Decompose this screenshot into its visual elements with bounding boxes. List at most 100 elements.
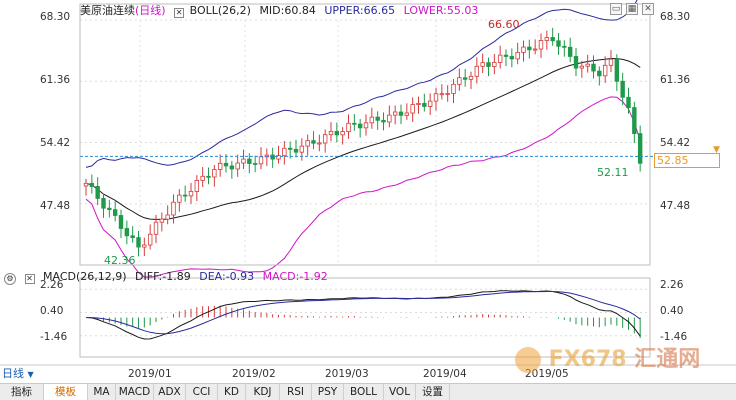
candle-body — [305, 140, 310, 147]
boll-mid-line — [85, 57, 641, 220]
boll-lower-value: LOWER:55.03 — [403, 4, 479, 17]
candle-body — [165, 214, 170, 220]
candle-body — [375, 116, 380, 121]
candle-body — [492, 62, 497, 67]
x-tick: 2019/05 — [525, 368, 569, 380]
macd-label: MACD(26,12,9) — [43, 270, 127, 283]
candle-body — [118, 215, 124, 229]
candle-body — [597, 70, 602, 77]
candle-body — [521, 46, 526, 53]
candle-body — [270, 154, 275, 160]
candle-body — [334, 130, 340, 136]
candle-body — [188, 190, 194, 197]
candle-body — [252, 163, 258, 165]
candle-body — [509, 56, 515, 60]
tab-ma[interactable]: MA — [88, 384, 116, 400]
tab-vol[interactable]: VOL — [384, 384, 416, 400]
tab-cci[interactable]: CCI — [186, 384, 218, 400]
tab-settings[interactable]: 设置 — [416, 384, 450, 400]
candle-body — [276, 155, 281, 160]
macd-close-icon[interactable]: ✕ — [24, 274, 35, 284]
candle-body — [171, 201, 176, 216]
candle-body — [229, 165, 235, 170]
left-price-tick: 68.30 — [40, 11, 71, 23]
candle-body — [206, 175, 211, 178]
x-tick: 2019/03 — [325, 368, 369, 380]
close-icon[interactable]: ✕ — [642, 3, 654, 15]
period-selector-label: 日线 — [2, 367, 24, 380]
candle-body — [544, 37, 550, 41]
candle-body — [136, 237, 141, 248]
candle-body — [416, 102, 421, 105]
candle-body — [480, 62, 485, 67]
candle-body — [317, 142, 322, 145]
high-annotation: 66.60 — [488, 18, 520, 31]
price-panel-frame — [79, 3, 651, 266]
tab-adx[interactable]: ADX — [154, 384, 186, 400]
indicator-tabbar: 指标 模板 MA MACD ADX CCI KD KDJ RSI PSY BOL… — [0, 383, 736, 400]
candle-body — [147, 233, 153, 246]
candle-body — [346, 122, 351, 132]
candle-body — [194, 179, 200, 192]
candle-body — [352, 122, 357, 125]
candle-body — [282, 147, 287, 156]
candle-body — [392, 111, 398, 116]
candle-body — [217, 162, 223, 170]
window-restore-icon[interactable]: ▭ — [610, 3, 622, 15]
macd-header: ⚙ ✕ MACD(26,12,9) DIFF:-1.89 DEA:-0.93 M… — [4, 268, 333, 286]
macd-diff-value: DIFF:-1.89 — [135, 270, 191, 283]
candle-body — [235, 162, 240, 170]
candle-body — [497, 54, 503, 63]
candle-body — [527, 46, 532, 51]
candle-body — [515, 51, 520, 60]
candle-body — [241, 158, 246, 164]
tab-templates[interactable]: 模板 — [44, 384, 88, 400]
chart-header: 美原油连续(日线) ✕ BOLL(26,2) MID:60.84 UPPER:6… — [80, 2, 483, 20]
period-selector[interactable]: 日线 ▼ — [2, 366, 50, 381]
tab-kdj[interactable]: KDJ — [246, 384, 280, 400]
candle-body — [567, 46, 573, 57]
candle-body — [573, 56, 579, 69]
macd-panel-frame — [79, 277, 651, 358]
watermark-brand: FX678 — [548, 347, 627, 372]
candle-body — [357, 123, 363, 129]
candle-body — [83, 182, 89, 187]
candle-body — [457, 77, 462, 85]
grid-icon[interactable]: ▦ — [626, 3, 638, 15]
left-macd-tick: -1.46 — [40, 331, 68, 343]
candle-body — [632, 107, 637, 134]
period-label: (日线) — [135, 4, 166, 17]
candle-body — [468, 75, 474, 80]
boll-lower-line — [85, 96, 641, 278]
candle-body — [200, 175, 205, 181]
candle-body — [130, 235, 135, 239]
candle-body — [311, 140, 316, 144]
candle-body — [462, 77, 468, 80]
tab-indicators[interactable]: 指标 — [0, 384, 44, 400]
candle-body — [124, 228, 130, 237]
tab-kd[interactable]: KD — [218, 384, 246, 400]
boll-upper-line — [85, 0, 638, 168]
candle-body — [387, 114, 392, 123]
candle-body — [556, 40, 561, 47]
macd-settings-icon[interactable]: ⚙ — [4, 273, 16, 285]
tab-macd[interactable]: MACD — [116, 384, 154, 400]
tab-psy[interactable]: PSY — [312, 384, 344, 400]
tab-rsi[interactable]: RSI — [280, 384, 312, 400]
left-price-tick: 47.48 — [40, 200, 71, 212]
candle-body — [445, 93, 450, 95]
candle-body — [223, 162, 229, 167]
candle-body — [258, 156, 264, 165]
boll-checkbox-icon[interactable]: ✕ — [174, 8, 185, 18]
candle-body — [591, 63, 596, 72]
candle-body — [433, 93, 439, 102]
candle-body — [538, 40, 544, 50]
right-price-tick: 61.36 — [660, 74, 691, 86]
boll-upper-value: UPPER:66.65 — [324, 4, 396, 17]
tab-boll[interactable]: BOLL — [344, 384, 384, 400]
right-macd-tick: -1.46 — [660, 331, 688, 343]
candle-body — [293, 148, 299, 153]
right-price-tick: 68.30 — [660, 11, 691, 23]
current-price-tag: 52.85 — [654, 153, 720, 168]
